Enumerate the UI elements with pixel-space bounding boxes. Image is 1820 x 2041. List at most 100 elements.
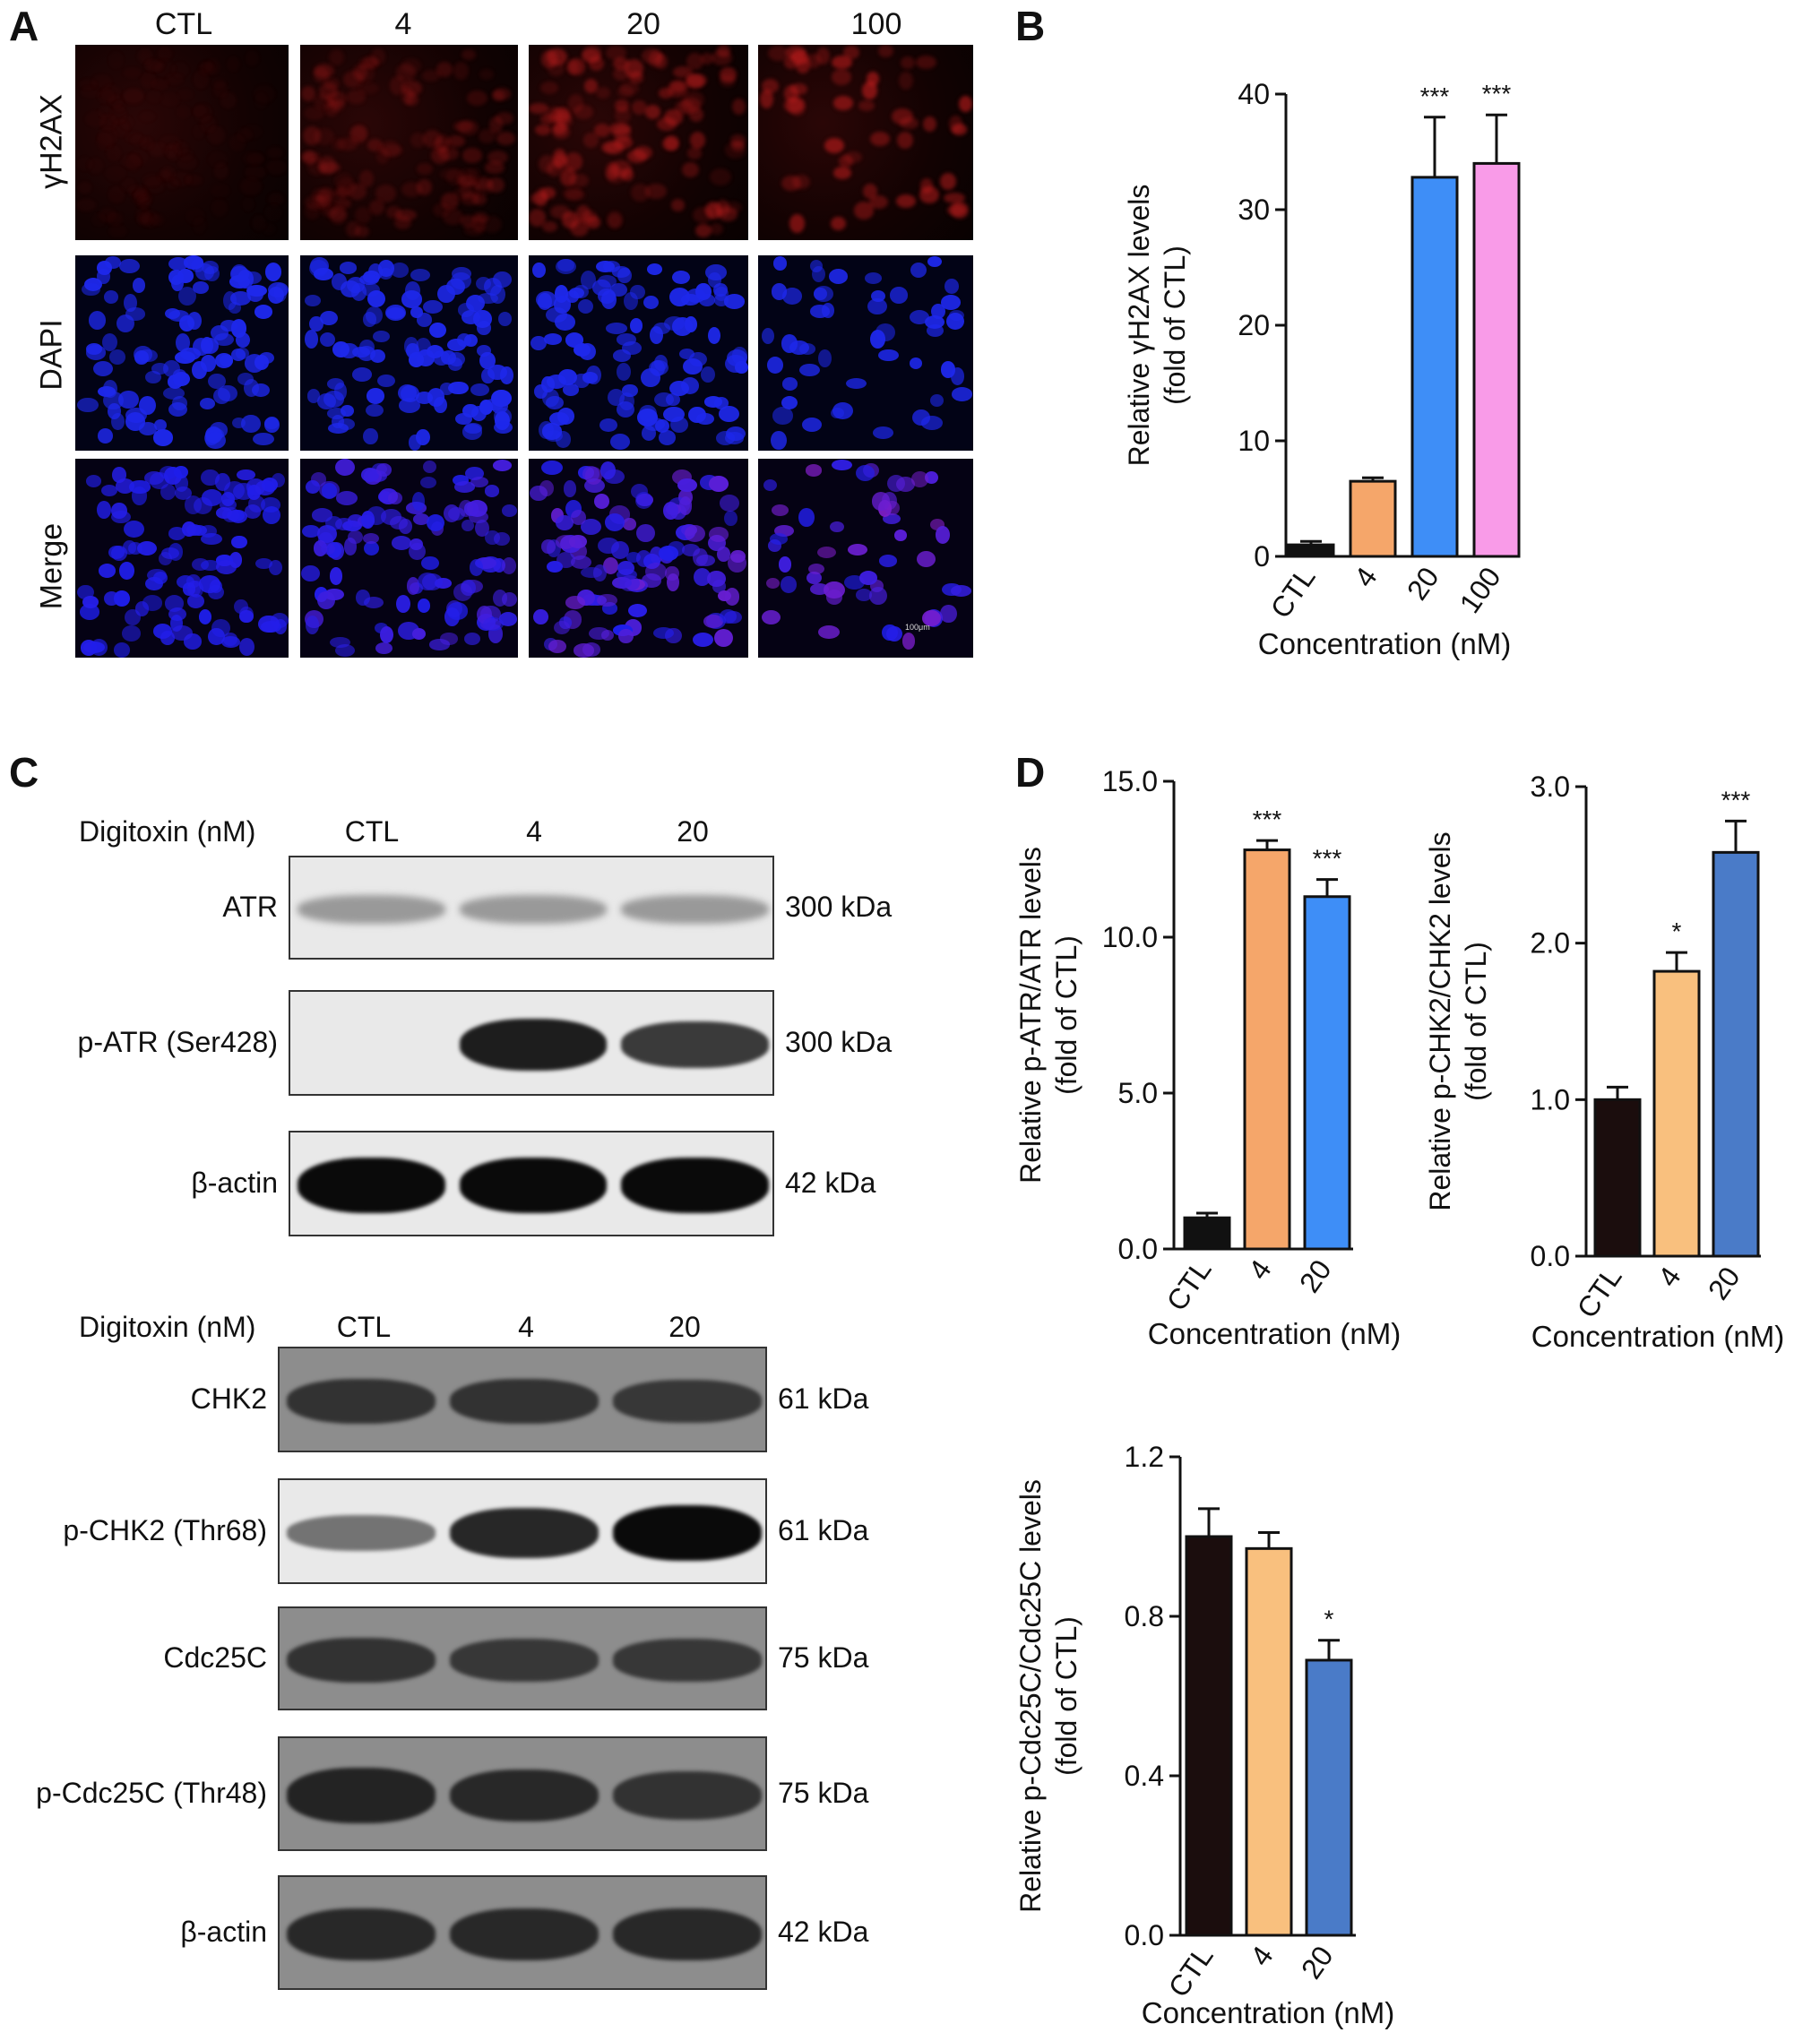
cell-nucleus [421,70,440,82]
cell-nucleus [606,323,627,335]
cell-nucleus [461,49,476,61]
cell-nucleus [387,491,402,505]
cell-nucleus [547,160,562,177]
cell-nucleus [191,258,205,272]
cell-nucleus [598,538,620,555]
cell-nucleus [614,99,629,112]
cell-nucleus [243,151,264,166]
cell-nucleus [482,215,503,233]
blot-membrane [289,856,774,960]
cell-nucleus [552,122,567,134]
cell-nucleus [693,547,708,566]
cell-nucleus [544,430,563,443]
cell-nucleus [124,293,137,313]
cell-nucleus [692,632,713,647]
cell-nucleus [951,201,969,219]
cell-nucleus [781,576,797,593]
cell-nucleus [329,567,343,585]
micrograph-dapi-100 [758,255,973,451]
cell-nucleus [719,66,737,83]
cell-nucleus [831,459,852,471]
cell-nucleus [878,45,893,57]
cell-nucleus [264,263,281,282]
cell-nucleus [326,205,347,221]
cell-nucleus [199,575,220,593]
cell-nucleus [143,60,164,72]
cell-nucleus [379,626,393,644]
cell-nucleus [220,320,238,332]
cell-nucleus [634,145,652,160]
cell-nucleus [253,433,275,446]
cell-nucleus [478,128,496,144]
micrograph-h2ax-100 [758,45,973,240]
cell-nucleus [266,146,283,159]
cell-nucleus [856,464,875,481]
cell-nucleus [401,87,415,105]
cell-nucleus [693,206,713,223]
cell-nucleus [629,71,643,84]
cell-nucleus [104,256,121,269]
cell-nucleus [377,375,396,388]
cell-nucleus [216,560,237,574]
cell-nucleus [551,107,570,124]
cell-nucleus [546,306,568,323]
cell-nucleus [138,422,158,436]
bar-20 [1410,176,1459,558]
cell-nucleus [911,471,929,487]
cell-nucleus [573,643,595,658]
cell-nucleus [124,521,145,538]
cell-nucleus [208,374,226,390]
cell-nucleus [97,500,111,519]
cell-nucleus [113,590,131,607]
cell-nucleus [331,138,345,151]
cell-nucleus [832,167,851,180]
cell-nucleus [311,188,333,202]
micrograph-merge-100 [758,459,973,658]
x-axis-label: Concentration (nM) [1142,1996,1394,2029]
cell-nucleus [930,393,944,407]
cell-nucleus [546,107,563,123]
cell-nucleus [576,204,591,222]
cell-nucleus [615,107,631,124]
cell-nucleus [186,581,202,597]
chart-d-pcdc25c: 0.0 0.4 0.8 1.2 CTL 4 * 20 Concentration (nM) Rel… [1014,1441,1394,2029]
cell-nucleus [828,268,848,284]
cell-nucleus [812,265,826,283]
y-tick-label: 0 [1254,540,1270,573]
cell-nucleus [891,108,913,125]
cell-nucleus [79,604,99,620]
cell-nucleus [665,565,679,581]
cell-nucleus [111,412,125,430]
cell-nucleus [358,82,380,95]
cell-nucleus [643,295,659,309]
blot-band [450,1769,599,1822]
cell-nucleus [494,532,511,546]
cell-nucleus [638,405,657,423]
blot-band [287,1908,436,1961]
cell-nucleus [378,260,394,278]
cell-nucleus [149,142,168,158]
x-tick-label: 4 [1244,1940,1280,1971]
cell-nucleus [446,602,469,620]
cell-nucleus [375,462,392,478]
cell-nucleus [355,590,370,606]
cell-nucleus [675,99,694,115]
cell-nucleus [235,332,250,348]
cell-nucleus [923,116,937,133]
cell-nucleus [831,216,846,231]
cell-nucleus [788,97,806,116]
cell-nucleus [208,125,226,144]
cell-nucleus [927,255,943,268]
cell-nucleus [531,262,546,279]
blot-header: Digitoxin (nM) [79,815,256,848]
cell-nucleus [448,381,469,395]
cell-nucleus [541,220,558,233]
cell-nucleus [663,406,685,423]
x-tick-label: 4 [1242,1253,1278,1285]
cell-nucleus [123,67,142,78]
cell-nucleus [457,168,478,185]
cell-nucleus [899,117,919,129]
cell-nucleus [767,45,789,62]
cell-nucleus [306,159,327,176]
cell-nucleus [314,67,329,82]
